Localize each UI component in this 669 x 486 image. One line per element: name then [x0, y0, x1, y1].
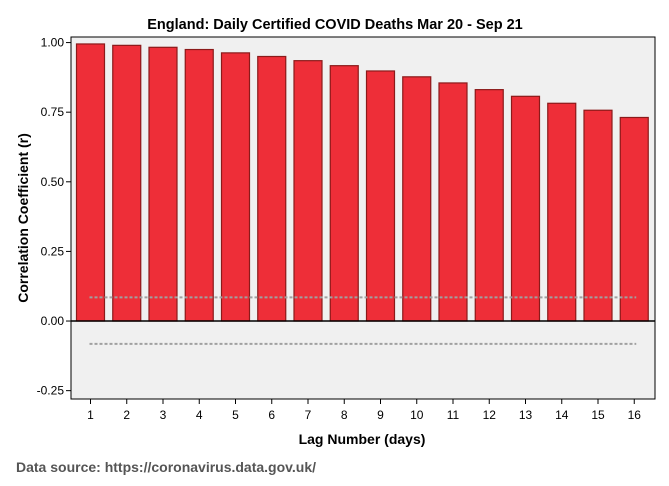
bar-lag-12 [474, 89, 504, 322]
y-tick-label: -0.25 [37, 384, 65, 398]
bar-lag-6 [257, 55, 287, 322]
x-tick-label: 9 [377, 408, 384, 422]
x-tick-label: 8 [341, 408, 348, 422]
bar-lag-5 [220, 52, 251, 322]
bar-lag-7 [293, 60, 323, 322]
x-tick-label: 4 [196, 408, 203, 422]
bar-lag-13 [510, 95, 541, 322]
x-tick-label: 6 [268, 408, 275, 422]
x-tick-label: 7 [305, 408, 312, 422]
y-tick-label: 0.75 [41, 105, 65, 119]
y-tick-label: 0.00 [41, 314, 65, 328]
y-tick-label: 0.25 [41, 244, 65, 258]
chart-title: England: Daily Certified COVID Deaths Ma… [147, 17, 523, 33]
y-tick-label: 0.50 [41, 175, 65, 189]
confidence-lines [89, 296, 637, 345]
x-tick-label: 2 [123, 408, 130, 422]
x-tick-label: 16 [628, 408, 642, 422]
bar-lag-8 [329, 65, 359, 322]
data-source: Data source: https://coronavirus.data.go… [16, 459, 316, 475]
bar-lag-4 [184, 48, 214, 322]
y-tick-label: 1.00 [41, 36, 65, 50]
bar-lag-9 [365, 70, 396, 322]
x-axis-title: Lag Number (days) [299, 431, 426, 447]
y-axis-title: Correlation Coefficient (r) [15, 133, 31, 303]
x-tick-label: 3 [160, 408, 167, 422]
x-tick-label: 14 [555, 408, 569, 422]
bar-lag-2 [112, 44, 142, 322]
x-tick-label: 1 [87, 408, 94, 422]
x-tick-label: 10 [410, 408, 424, 422]
bar-lag-15 [583, 109, 613, 322]
bar-lag-10 [402, 76, 432, 322]
bar-lag-14 [547, 102, 577, 322]
bar-lag-11 [438, 82, 468, 322]
x-tick-label: 15 [591, 408, 605, 422]
x-tick-label: 13 [519, 408, 533, 422]
bars-group [75, 43, 649, 322]
x-tick-label: 5 [232, 408, 239, 422]
x-axis-ticks: 1 2 3 4 5 6 7 8 9 10 11 12 13 14 15 16 [87, 399, 641, 422]
bar-lag-1 [75, 43, 106, 322]
bar-lag-3 [148, 46, 178, 322]
x-tick-label: 12 [483, 408, 497, 422]
x-tick-label: 11 [447, 408, 460, 422]
bar-lag-16 [619, 116, 649, 322]
y-axis-ticks: 1.00 0.75 0.50 0.25 0.00 -0.25 [37, 36, 71, 398]
